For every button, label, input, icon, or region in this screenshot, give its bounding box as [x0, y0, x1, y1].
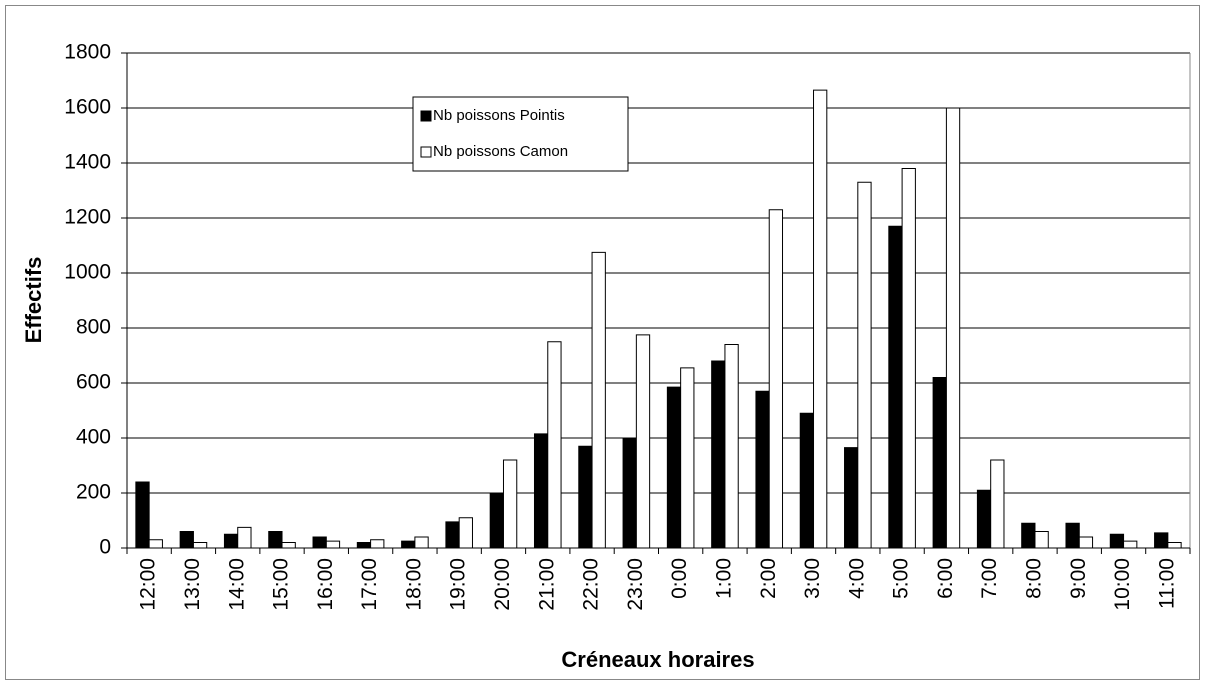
bar — [502, 459, 518, 549]
bar — [844, 447, 859, 549]
bar — [192, 542, 208, 549]
x-axis-title: Créneaux horaires — [561, 647, 754, 672]
x-tick-label: 21:00 — [535, 558, 558, 611]
bar — [813, 89, 828, 549]
y-axis-title: Effectifs — [21, 257, 46, 344]
x-tick-label: 22:00 — [580, 558, 603, 611]
legend-label: Nb poissons Pointis — [433, 107, 565, 124]
x-tick-label: 18:00 — [402, 558, 425, 611]
bar — [268, 531, 283, 549]
y-tick-label: 0 — [99, 536, 111, 559]
y-tick-label: 1800 — [64, 41, 111, 64]
x-tick-label: 10:00 — [1111, 558, 1134, 611]
bar — [711, 360, 726, 549]
legend-box — [412, 96, 629, 172]
x-tick-label: 11:00 — [1155, 558, 1178, 609]
bar — [445, 521, 460, 549]
bar — [945, 107, 961, 549]
y-tick-label: 200 — [76, 481, 111, 504]
x-tick-label: 19:00 — [447, 558, 470, 611]
bar — [1078, 536, 1094, 549]
bar — [148, 539, 163, 549]
bar — [976, 489, 992, 549]
bar — [1123, 540, 1138, 549]
y-tick-label: 1000 — [64, 261, 111, 284]
x-tick-label: 3:00 — [801, 558, 824, 599]
bar — [458, 517, 473, 549]
bar — [135, 481, 150, 549]
bar — [724, 344, 739, 549]
bar — [1154, 532, 1169, 549]
bar — [1034, 531, 1049, 549]
x-tick-label: 14:00 — [225, 558, 248, 611]
x-tick-label: 4:00 — [845, 558, 868, 599]
bar — [489, 492, 504, 549]
bar — [857, 181, 872, 549]
bar — [1109, 533, 1125, 549]
bar — [990, 459, 1005, 549]
y-tick-label: 1400 — [64, 151, 111, 174]
bar — [680, 367, 695, 549]
bar — [1021, 522, 1036, 549]
y-tick-label: 1200 — [64, 206, 111, 229]
bar — [635, 334, 651, 549]
x-tick-label: 12:00 — [137, 558, 160, 611]
plot-area — [127, 53, 1190, 548]
bar — [901, 168, 916, 549]
bar — [799, 412, 815, 549]
bar — [932, 377, 947, 549]
x-tick-label: 8:00 — [1023, 558, 1046, 599]
x-tick-label: 7:00 — [978, 558, 1001, 599]
bar — [622, 437, 637, 549]
bar — [666, 386, 682, 549]
x-tick-label: 13:00 — [181, 558, 204, 611]
x-tick-label: 0:00 — [668, 558, 691, 599]
y-tick-label: 400 — [76, 426, 111, 449]
x-tick-label: 15:00 — [270, 558, 293, 611]
legend-swatch — [420, 110, 432, 122]
bar — [768, 209, 784, 549]
bar — [325, 540, 341, 549]
bar — [223, 533, 239, 549]
x-tick-label: 17:00 — [358, 558, 381, 611]
legend-swatch — [420, 146, 432, 158]
bar — [1167, 542, 1182, 549]
y-tick-label: 1600 — [64, 96, 111, 119]
x-tick-label: 5:00 — [890, 558, 913, 599]
x-tick-label: 23:00 — [624, 558, 647, 611]
bar — [356, 542, 372, 549]
y-tick-label: 800 — [76, 316, 111, 339]
bar — [312, 536, 327, 549]
x-tick-label: 1:00 — [712, 558, 735, 599]
bar — [888, 225, 903, 549]
x-tick-label: 2:00 — [757, 558, 780, 599]
x-tick-label: 6:00 — [934, 558, 957, 599]
x-tick-label: 16:00 — [314, 558, 337, 611]
legend-label: Nb poissons Camon — [433, 143, 568, 160]
y-tick-label: 600 — [76, 371, 111, 394]
x-tick-label: 9:00 — [1067, 558, 1090, 599]
bar — [547, 341, 562, 549]
bar — [755, 390, 770, 549]
bar — [370, 539, 385, 549]
bar — [591, 251, 606, 549]
bar — [237, 526, 252, 549]
bar — [1065, 522, 1080, 549]
bar — [578, 445, 593, 549]
x-tick-label: 20:00 — [491, 558, 514, 611]
bar — [179, 531, 194, 549]
bar — [414, 536, 429, 549]
bar — [401, 540, 416, 549]
bar — [281, 542, 296, 549]
bar — [533, 433, 549, 549]
